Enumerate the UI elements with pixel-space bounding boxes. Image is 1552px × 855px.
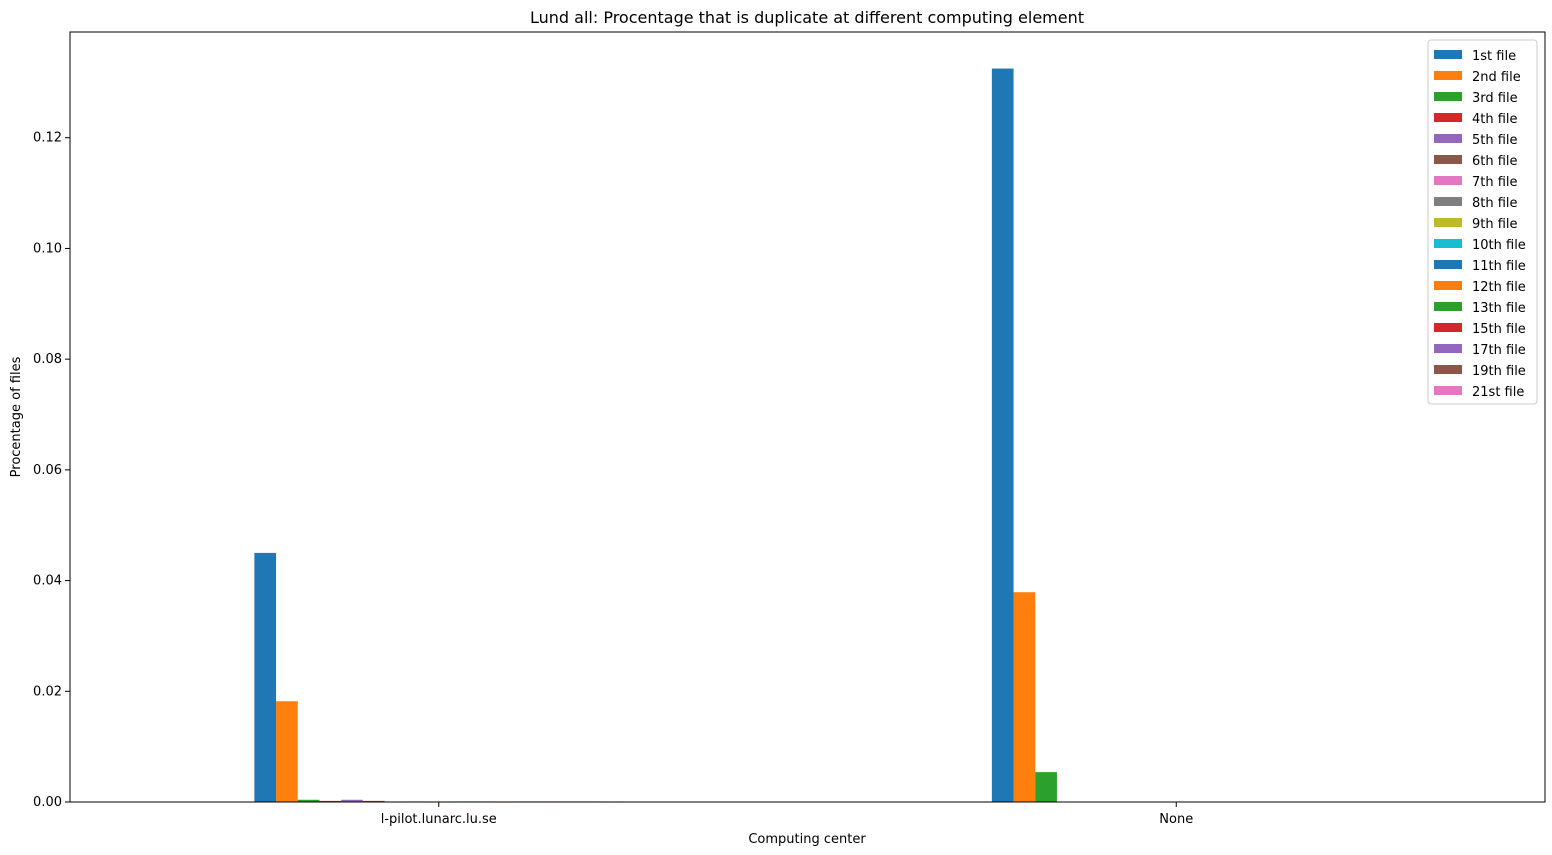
y-tick-label: 0.04 [33,574,62,589]
legend-swatch [1434,281,1462,290]
legend-label: 6th file [1472,154,1518,169]
bar [1013,592,1036,802]
legend-label: 17th file [1472,343,1526,358]
legend-swatch [1434,365,1462,374]
y-tick-label: 0.10 [33,241,62,256]
legend-swatch [1434,197,1462,206]
y-axis: 0.00 0.02 0.04 0.06 0.08 0.10 0.12 [33,131,70,810]
legend-swatch [1434,113,1462,122]
bar [319,800,342,802]
y-tick-label: 0.08 [33,352,62,367]
legend-swatch [1434,92,1462,101]
legend-swatch [1434,323,1462,332]
bar [1035,772,1057,802]
bar [276,701,298,802]
legend: 1st file 2nd file 3rd file 4th file 5th file… [1427,39,1538,405]
legend-swatch [1434,176,1462,185]
plot-frame [69,31,1546,803]
legend-label: 10th file [1472,238,1526,253]
bar [362,800,385,802]
legend-label: 4th file [1472,112,1518,127]
legend-swatch [1434,155,1462,164]
x-axis-label: Computing center [748,832,866,847]
bar [991,68,1014,803]
bars [254,68,1057,803]
y-tick-label: 0.06 [33,463,62,478]
legend-label: 19th file [1472,364,1526,379]
y-tick-label: 0.12 [33,131,62,146]
x-tick-label: l-pilot.lunarc.lu.se [381,812,497,827]
legend-swatch [1434,50,1462,59]
y-tick-label: 0.02 [33,684,62,699]
legend-swatch [1434,260,1462,269]
legend-label: 5th file [1472,133,1518,148]
legend-swatch [1434,71,1462,80]
legend-swatch [1434,386,1462,395]
x-tick-label: None [1159,812,1193,827]
bar [341,799,363,802]
legend-swatch [1434,218,1462,227]
legend-swatch [1434,302,1462,311]
legend-label: 9th file [1472,217,1518,232]
legend-swatch [1434,344,1462,353]
legend-label: 1st file [1472,49,1516,64]
legend-label: 11th file [1472,259,1526,274]
legend-label: 15th file [1472,322,1526,337]
bar [254,552,277,802]
legend-label: 2nd file [1472,70,1521,85]
y-tick-label: 0.00 [33,795,62,810]
legend-swatch [1434,134,1462,143]
x-axis: l-pilot.lunarc.lu.se None [381,802,1193,827]
legend-label: 12th file [1472,280,1526,295]
y-axis-label: Procentage of files [9,356,24,477]
legend-label: 21st file [1472,385,1524,400]
legend-label: 8th file [1472,196,1518,211]
legend-box [1427,39,1538,405]
legend-label: 13th file [1472,301,1526,316]
bar [297,799,320,802]
legend-label: 3rd file [1472,91,1518,106]
chart-title: Lund all: Procentage that is duplicate a… [530,8,1084,27]
legend-swatch [1434,239,1462,248]
legend-label: 7th file [1472,175,1518,190]
